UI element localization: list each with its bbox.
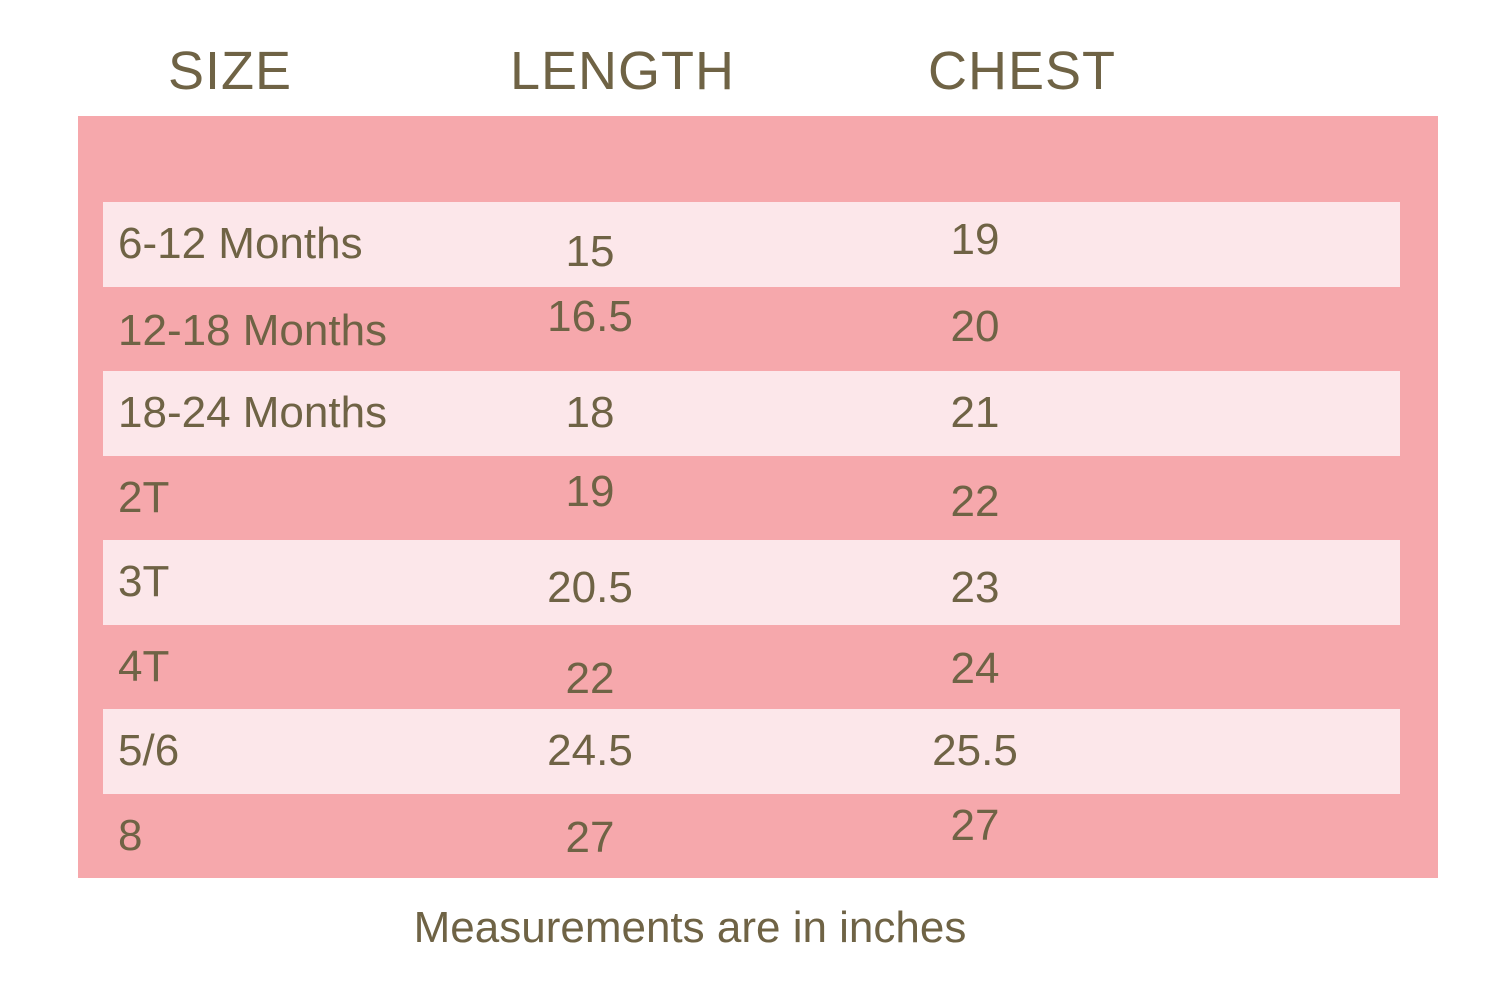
chest-cell: 19 — [950, 215, 1000, 265]
chest-cell: 27 — [950, 800, 1000, 850]
size-cell: 18-24 Months — [118, 388, 388, 438]
table-row: 3T 20.5 23 — [78, 540, 1438, 625]
table-row: 2T 19 22 — [78, 456, 1438, 541]
size-cell: 12-18 Months — [118, 305, 388, 355]
chest-cell: 22 — [950, 476, 1000, 526]
table-row: 4T 22 24 — [78, 625, 1438, 710]
size-chart-table: 6-12 Months 15 19 12-18 Months 16.5 20 1… — [78, 116, 1438, 878]
length-cell: 20.5 — [547, 563, 633, 613]
table-row: 6-12 Months 15 19 — [78, 202, 1438, 287]
chest-cell: 23 — [950, 563, 1000, 613]
length-cell: 19 — [565, 466, 615, 516]
column-headers: SIZE LENGTH CHEST — [0, 0, 1500, 116]
chest-cell: 21 — [950, 388, 1000, 438]
size-cell: 6-12 Months — [118, 219, 363, 269]
table-top-band — [78, 116, 1438, 202]
length-cell: 18 — [565, 388, 615, 438]
column-header-chest: CHEST — [928, 41, 1117, 101]
size-cell: 4T — [118, 641, 170, 691]
chest-cell: 24 — [950, 643, 1000, 693]
column-header-size: SIZE — [168, 41, 293, 101]
length-cell: 27 — [565, 812, 615, 862]
size-cell: 2T — [118, 472, 170, 522]
length-cell: 22 — [565, 653, 615, 703]
table-row: 8 27 27 — [78, 794, 1438, 879]
size-cell: 8 — [118, 810, 143, 860]
length-cell: 24.5 — [547, 726, 633, 776]
table-row: 12-18 Months 16.5 20 — [78, 287, 1438, 372]
footnote-container: Measurements are in inches — [0, 903, 1380, 953]
column-header-length: LENGTH — [510, 41, 736, 101]
size-cell: 3T — [118, 557, 170, 607]
footnote: Measurements are in inches — [413, 903, 967, 952]
size-cell: 5/6 — [118, 726, 180, 776]
chest-cell: 25.5 — [932, 726, 1018, 776]
length-cell: 16.5 — [547, 291, 633, 341]
table-row: 18-24 Months 18 21 — [78, 371, 1438, 456]
chest-cell: 20 — [950, 301, 1000, 351]
length-cell: 15 — [565, 227, 615, 277]
table-row: 5/6 24.5 25.5 — [78, 709, 1438, 794]
